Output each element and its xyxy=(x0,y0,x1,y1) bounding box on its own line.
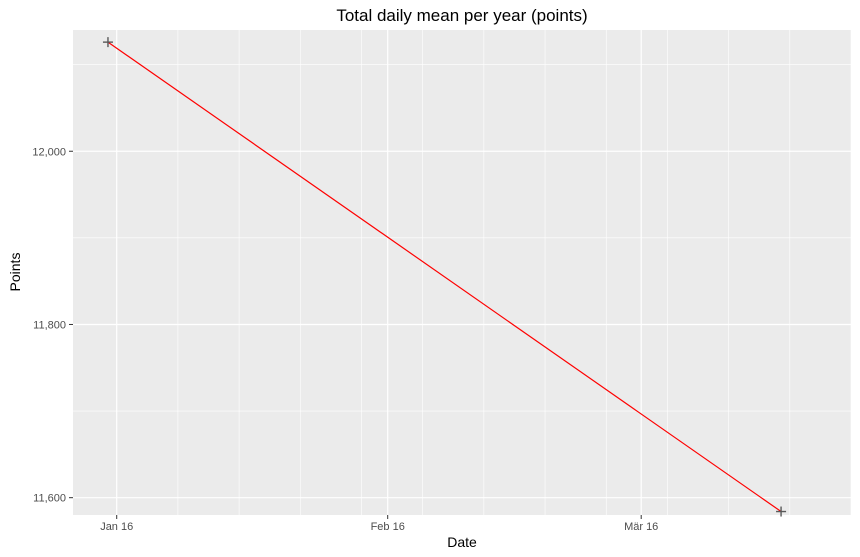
x-axis-label: Date xyxy=(447,534,477,550)
y-axis: 11,600 11,800 12,000 xyxy=(32,146,73,505)
grid-major xyxy=(73,30,851,515)
y-tick-label: 11,800 xyxy=(33,319,66,331)
plot-panel xyxy=(73,30,851,515)
series-layer xyxy=(102,37,787,517)
y-tick-label: 12,000 xyxy=(32,146,66,158)
x-tick-label: Jan 16 xyxy=(100,521,133,533)
grid-minor xyxy=(73,30,852,515)
y-tick-label: 11,600 xyxy=(33,493,66,505)
chart-title: Total daily mean per year (points) xyxy=(336,6,587,25)
data-point-marker xyxy=(102,37,113,48)
data-point-marker xyxy=(776,506,787,517)
x-tick-label: Feb 16 xyxy=(371,521,405,533)
y-axis-label: Points xyxy=(7,253,23,292)
x-tick-label: Mär 16 xyxy=(624,521,658,533)
x-axis: Jan 16 Feb 16 Mär 16 xyxy=(100,515,658,533)
series-line xyxy=(107,41,782,513)
